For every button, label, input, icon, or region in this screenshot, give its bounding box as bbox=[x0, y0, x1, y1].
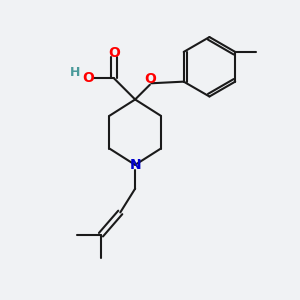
Text: O: O bbox=[108, 46, 120, 60]
Text: O: O bbox=[82, 71, 94, 85]
Text: H: H bbox=[70, 66, 80, 79]
Text: N: N bbox=[129, 158, 141, 172]
Text: O: O bbox=[144, 72, 156, 86]
